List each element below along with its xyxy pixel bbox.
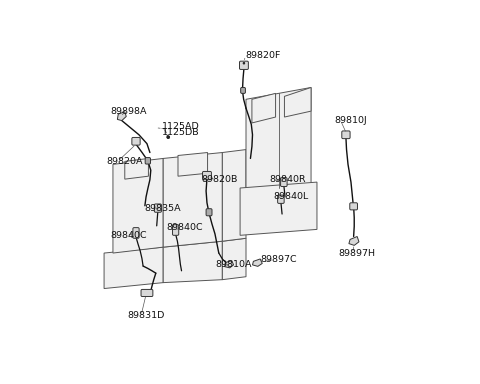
Polygon shape [246,88,311,200]
Polygon shape [240,182,317,235]
FancyBboxPatch shape [155,204,161,212]
Text: 89820A: 89820A [107,157,143,166]
Polygon shape [252,93,276,123]
Text: 89840C: 89840C [167,223,204,232]
Polygon shape [118,112,126,121]
FancyBboxPatch shape [240,88,245,93]
FancyBboxPatch shape [342,131,350,139]
FancyBboxPatch shape [145,157,151,164]
Polygon shape [349,237,359,245]
Text: 89831D: 89831D [127,311,165,320]
Polygon shape [222,238,246,280]
Polygon shape [104,247,163,288]
FancyBboxPatch shape [203,171,211,180]
Text: 89810A: 89810A [215,260,252,270]
Text: 89810J: 89810J [334,116,367,125]
Circle shape [167,136,170,139]
Polygon shape [113,159,163,253]
FancyBboxPatch shape [133,228,139,238]
Text: 89898A: 89898A [110,107,147,116]
Text: 89840L: 89840L [273,192,309,201]
Text: 89897H: 89897H [338,249,375,258]
Polygon shape [252,259,262,266]
Text: 1125DB: 1125DB [162,128,199,137]
Polygon shape [163,241,222,283]
Polygon shape [225,261,234,268]
FancyBboxPatch shape [277,195,284,204]
Text: 89835A: 89835A [144,204,180,213]
Polygon shape [163,152,222,247]
FancyBboxPatch shape [141,290,153,296]
FancyBboxPatch shape [132,137,140,145]
Polygon shape [285,88,311,117]
Circle shape [243,62,245,64]
Text: 89897C: 89897C [260,255,297,264]
Text: 89840C: 89840C [110,232,146,240]
FancyBboxPatch shape [206,209,212,216]
FancyBboxPatch shape [172,225,179,235]
Polygon shape [178,152,207,176]
FancyBboxPatch shape [240,61,248,70]
Text: 89820F: 89820F [245,51,281,60]
Polygon shape [125,159,148,179]
Text: 1125AD: 1125AD [162,122,200,131]
Polygon shape [222,149,246,241]
Text: 89840R: 89840R [270,175,306,184]
FancyBboxPatch shape [350,203,358,210]
Text: 89820B: 89820B [201,175,238,184]
FancyBboxPatch shape [281,178,287,187]
